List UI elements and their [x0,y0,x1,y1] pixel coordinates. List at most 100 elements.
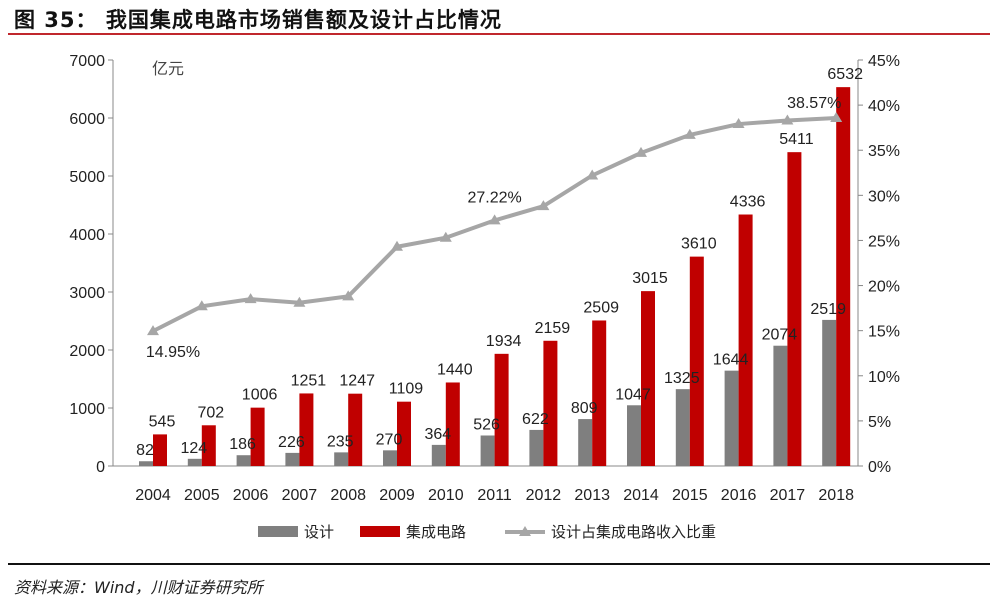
y-axis-unit: 亿元 [152,60,184,78]
y2-tick-label: 20% [868,279,900,296]
design-bar [139,461,153,466]
ratio-marker [342,290,355,301]
ic-bar-label: 1934 [486,333,522,350]
ic-bar-label: 6532 [827,66,863,83]
design-bar-label: 1047 [615,386,651,403]
y-tick-label: 5000 [69,169,105,186]
design-bar-label: 1325 [664,370,700,387]
design-bar [675,389,690,466]
legend-marker-ratio [519,526,531,536]
ic-bar-label: 545 [149,413,176,430]
legend-swatch-design [258,526,298,537]
legend-label-ratio: 设计占集成电路收入比重 [551,524,716,541]
design-bar [773,345,788,466]
ic-bar-label: 1247 [339,373,375,390]
x-tick-label: 2009 [379,487,415,504]
y-tick-label: 7000 [69,53,105,70]
ic-bar [494,353,509,466]
ratio-marker [537,200,550,211]
x-tick-label: 2008 [330,487,366,504]
design-bar [187,458,202,466]
design-bar-label: 364 [424,426,451,443]
y2-tick-label: 5% [868,414,891,431]
design-bar [383,450,397,466]
design-bar-label: 235 [327,433,354,450]
y2-tick-label: 30% [868,188,900,205]
ratio-marker [683,128,696,139]
x-tick-label: 2017 [770,487,806,504]
x-tick-label: 2013 [574,487,610,504]
ic-bar [445,382,460,466]
ic-bar [592,320,607,466]
title-divider [8,33,990,35]
ratio-marker [781,114,794,125]
design-bar-label: 82 [136,442,154,459]
ratio-label: 27.22% [467,189,521,206]
ic-bar [153,434,167,466]
ratio-line [152,116,837,333]
ratio-marker [488,214,501,225]
y2-tick-label: 10% [868,369,900,386]
ratio-marker [635,146,647,157]
ic-bar-label: 3015 [632,270,668,287]
y-tick-label: 1000 [69,401,105,418]
ic-bar [689,256,704,466]
design-bar [334,452,349,466]
ic-bar [397,401,411,466]
footer-divider [8,563,990,565]
y2-tick-label: 15% [868,324,900,341]
design-bar [285,452,300,466]
legend-label-design: 设计 [304,524,334,541]
y-tick-label: 0 [96,459,105,476]
ratio-marker [147,325,159,336]
ic-bar-label: 3610 [681,236,717,253]
ic-bar [201,425,216,466]
design-bar-label: 1644 [713,352,749,369]
x-tick-label: 2016 [721,487,757,504]
ic-bar [348,393,363,466]
ratio-marker [586,169,599,180]
x-tick-label: 2006 [233,487,269,504]
x-tick-label: 2010 [428,487,464,504]
design-bar [480,435,495,466]
x-tick-label: 2007 [282,487,318,504]
design-bar-label: 270 [376,431,403,448]
ic-bar-label: 4336 [730,194,766,211]
legend-label-ic: 集成电路 [406,524,466,541]
ic-bar [787,152,802,467]
ic-bar [738,214,753,466]
design-bar [627,405,641,466]
ratio-marker [244,293,257,304]
design-bar [578,419,593,466]
y2-tick-label: 0% [868,459,891,476]
ic-bar-label: 702 [197,404,224,421]
ratio-marker [732,118,745,129]
y2-tick-label: 35% [868,143,900,160]
ic-bar [250,407,265,466]
x-tick-label: 2011 [477,487,512,504]
ic-bar-label: 5411 [779,131,814,148]
x-tick-label: 2015 [672,487,708,504]
ratio-marker [293,296,306,307]
ratio-marker [439,231,452,242]
ic-bar-label: 2159 [535,320,571,337]
chart: 0 1000 2000 3000 4000 5000 6000 7000 0% 5% 10% 15% 2… [69,53,900,541]
design-bar-label: 622 [522,411,549,428]
source-note: 资料来源：Wind，川财证券研究所 [14,578,263,597]
ic-bar [543,340,558,466]
y2-tick-label: 45% [868,53,900,70]
x-tick-label: 2004 [135,487,171,504]
ic-bar-label: 1440 [437,361,473,378]
x-tick-label: 2018 [818,487,854,504]
design-bar-label: 186 [229,436,256,453]
y-tick-label: 3000 [69,285,105,302]
ic-bar [299,393,314,466]
design-bar-label: 226 [278,434,305,451]
x-tick-label: 2005 [184,487,220,504]
ic-bar-label: 2509 [583,299,619,316]
ic-bar [641,291,655,466]
design-bar-label: 2074 [762,327,798,344]
design-bar [529,429,544,466]
design-bar-label: 526 [473,416,500,433]
design-bar-label: 124 [180,440,207,457]
